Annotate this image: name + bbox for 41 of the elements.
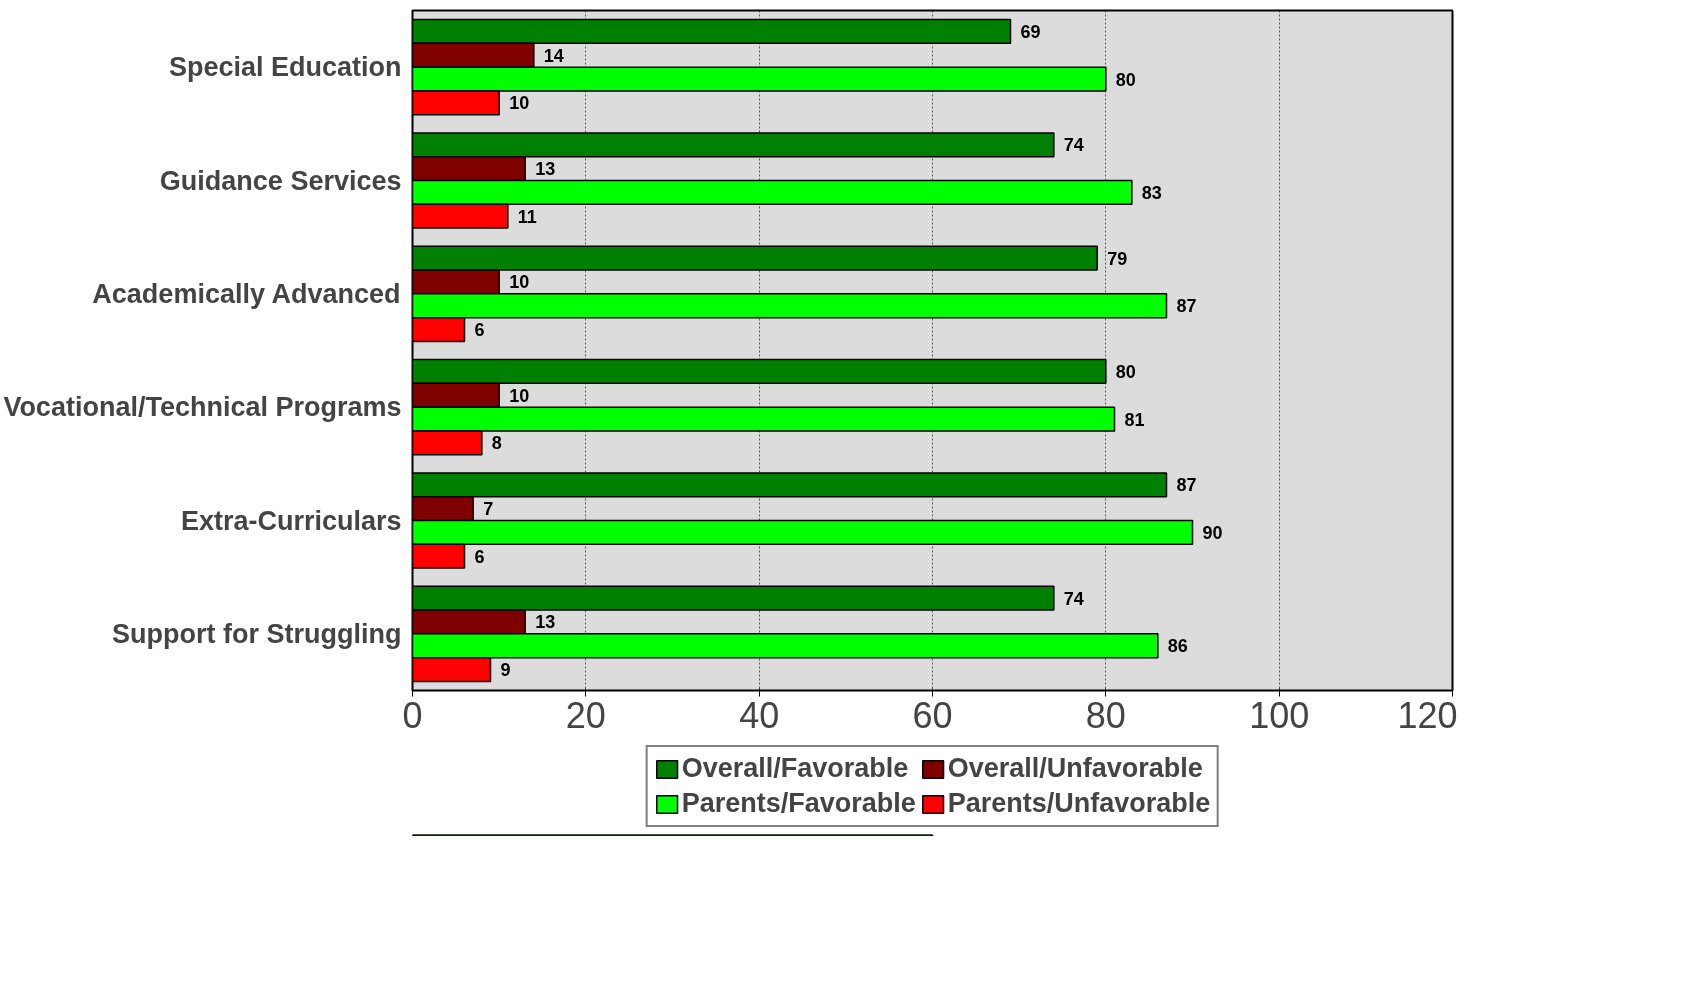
legend-label: Parents/Favorable — [681, 788, 916, 819]
x-tick-label: 0 — [402, 694, 423, 736]
y-tick-label: Vocational/Technical Programs — [3, 392, 402, 423]
x-tick-label: 40 — [739, 694, 780, 736]
y-tick-label: Academically Advanced — [92, 278, 401, 309]
data-label: 11 — [517, 206, 537, 227]
data-label: 8 — [491, 433, 502, 454]
y-tick-label: Extra-Curriculars — [180, 505, 402, 536]
data-label: 87 — [1176, 296, 1197, 317]
data-label: 10 — [509, 93, 530, 114]
data-label: 83 — [1141, 182, 1162, 203]
x-tick-label: 80 — [1085, 694, 1126, 736]
data-label: 14 — [543, 45, 564, 66]
data-label: 69 — [1020, 21, 1041, 42]
y-tick-label: Special Education — [168, 52, 402, 83]
data-label: 10 — [509, 385, 530, 406]
legend-label: Parents/Unfavorable — [947, 788, 1211, 819]
y-tick-label: Support for Struggling — [112, 618, 402, 649]
data-label: 80 — [1115, 69, 1136, 90]
data-label: 74 — [1063, 588, 1084, 609]
data-label: 74 — [1063, 135, 1084, 156]
x-tick-label: 60 — [912, 694, 953, 736]
y-tick-label: Guidance Services — [159, 165, 402, 196]
x-tick-label: 120 — [1397, 694, 1458, 736]
data-label: 10 — [509, 272, 530, 293]
data-label: 90 — [1202, 522, 1223, 543]
data-label: 79 — [1107, 248, 1128, 269]
data-label: 81 — [1124, 409, 1145, 430]
x-tick-label: 20 — [565, 694, 606, 736]
legend-label: Overall/Favorable — [681, 753, 909, 784]
data-label: 87 — [1176, 475, 1197, 496]
data-label: 6 — [474, 320, 485, 341]
data-label: 13 — [535, 159, 556, 180]
data-label: 13 — [535, 612, 556, 633]
data-label: 6 — [474, 546, 485, 567]
data-label: 80 — [1115, 361, 1136, 382]
data-label: 9 — [500, 660, 511, 681]
data-label: 7 — [483, 499, 494, 520]
data-label: 86 — [1167, 636, 1188, 657]
x-tick-label: 100 — [1249, 694, 1310, 736]
legend-label: Overall/Unfavorable — [947, 753, 1203, 784]
